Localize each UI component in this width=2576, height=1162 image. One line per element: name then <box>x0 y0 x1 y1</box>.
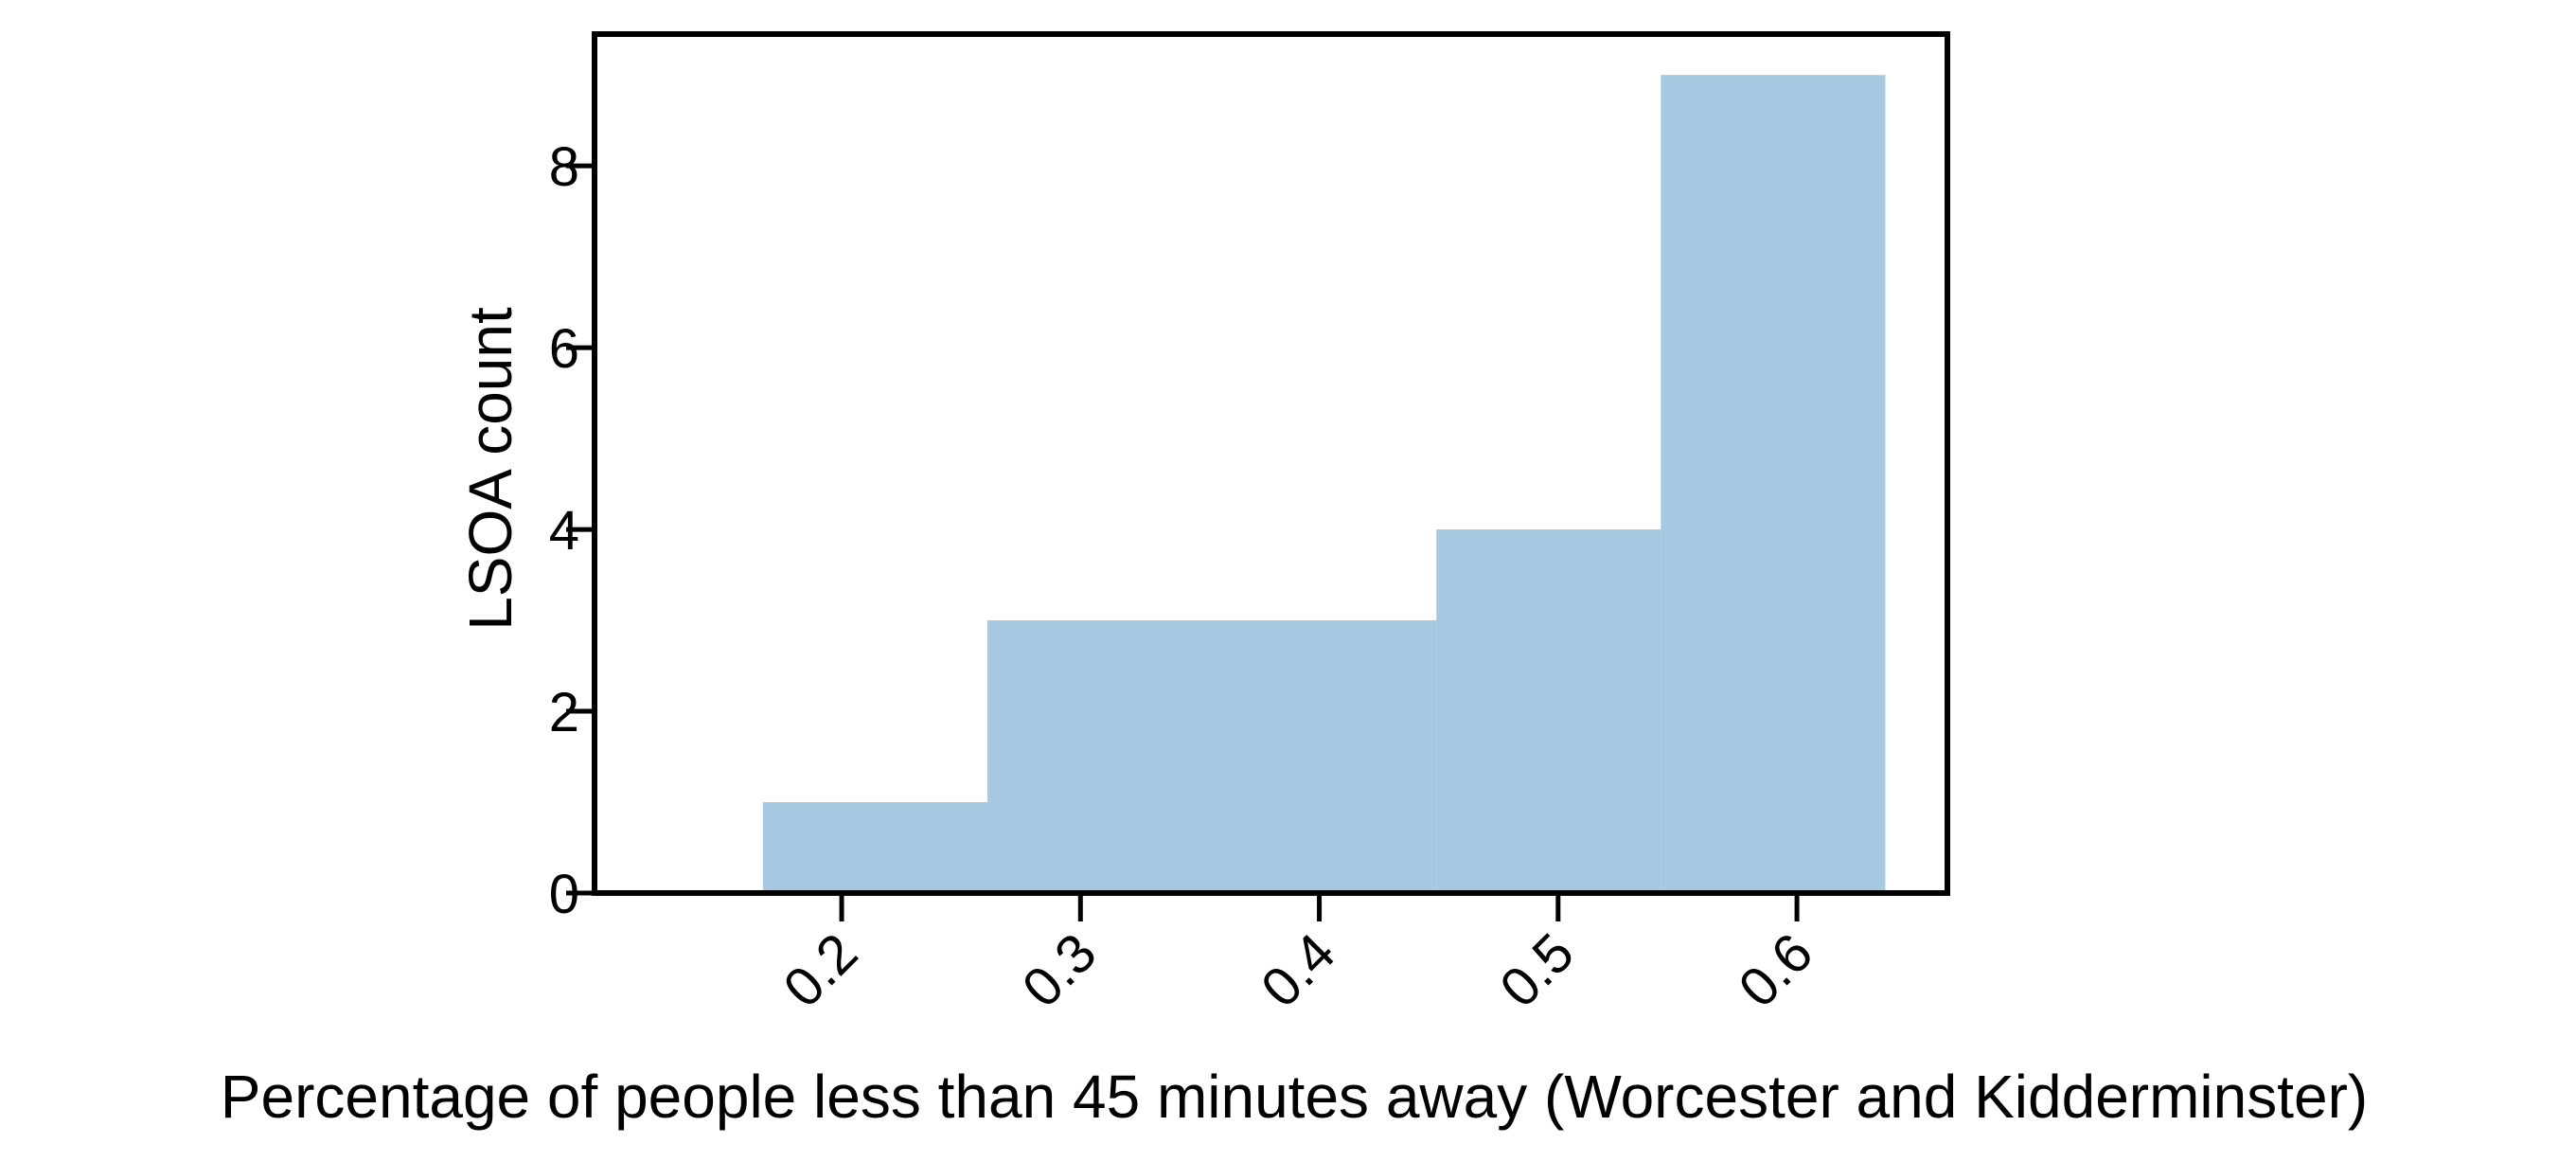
x-tick-label: 0.4 <box>1250 921 1347 1019</box>
y-axis-ticks: 0 2 4 6 8 <box>549 136 595 925</box>
histogram-bar-4 <box>1436 529 1661 893</box>
histogram-bars <box>762 75 1886 893</box>
x-tick-label: 0.6 <box>1727 921 1824 1019</box>
y-tick-label: 2 <box>549 682 579 743</box>
x-axis-label: Percentage of people less than 45 minute… <box>221 1063 2368 1131</box>
x-tick-label: 0.5 <box>1488 921 1586 1019</box>
y-tick-label: 6 <box>549 318 579 380</box>
x-tick-label: 0.3 <box>1011 921 1109 1019</box>
y-tick-label: 0 <box>549 864 579 925</box>
x-tick-label: 0.2 <box>772 921 869 1019</box>
x-axis-ticks: 0.2 0.3 0.4 0.5 0.6 <box>772 893 1824 1019</box>
axes-frame <box>592 31 1950 896</box>
y-tick-label: 8 <box>549 136 579 198</box>
histogram-bar-2 <box>986 620 1213 893</box>
y-axis-label: LSOA count <box>456 307 524 631</box>
histogram-bar-5 <box>1661 75 1886 893</box>
histogram-bar-3 <box>1212 620 1437 893</box>
histogram-bar-1 <box>762 802 987 893</box>
y-tick-label: 4 <box>549 500 579 562</box>
